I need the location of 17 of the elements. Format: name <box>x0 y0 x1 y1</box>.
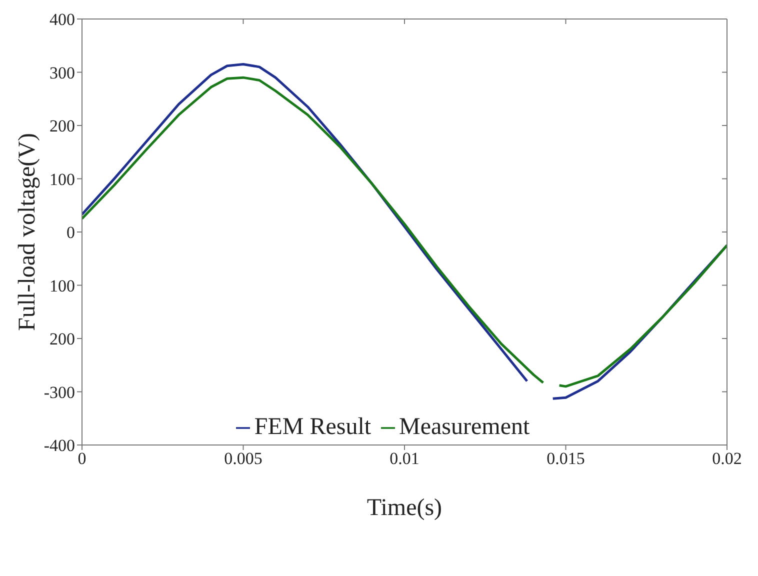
y-tick-label: -300 <box>44 382 75 402</box>
y-tick-label: 200 <box>50 116 75 136</box>
y-tick-label: 0 <box>66 223 75 242</box>
y-tick-label: 200 <box>50 330 75 349</box>
legend-label: Measurement <box>399 414 530 440</box>
x-tick-label: 0.01 <box>390 449 420 468</box>
x-axis-title: Time(s) <box>366 495 442 521</box>
x-tick-label: 0.02 <box>712 449 742 468</box>
y-tick-label: 400 <box>50 10 75 30</box>
y-tick-label: -400 <box>44 436 75 456</box>
legend-label: FEM Result <box>254 414 372 440</box>
x-tick-label: 0.015 <box>546 449 585 468</box>
x-tick-label: 0.005 <box>224 449 262 468</box>
y-tick-label: 100 <box>50 276 75 296</box>
y-tick-label: 300 <box>50 63 75 82</box>
y-axis-title: Full-load voltage(V) <box>14 133 41 331</box>
y-tick-label: 100 <box>50 170 75 189</box>
